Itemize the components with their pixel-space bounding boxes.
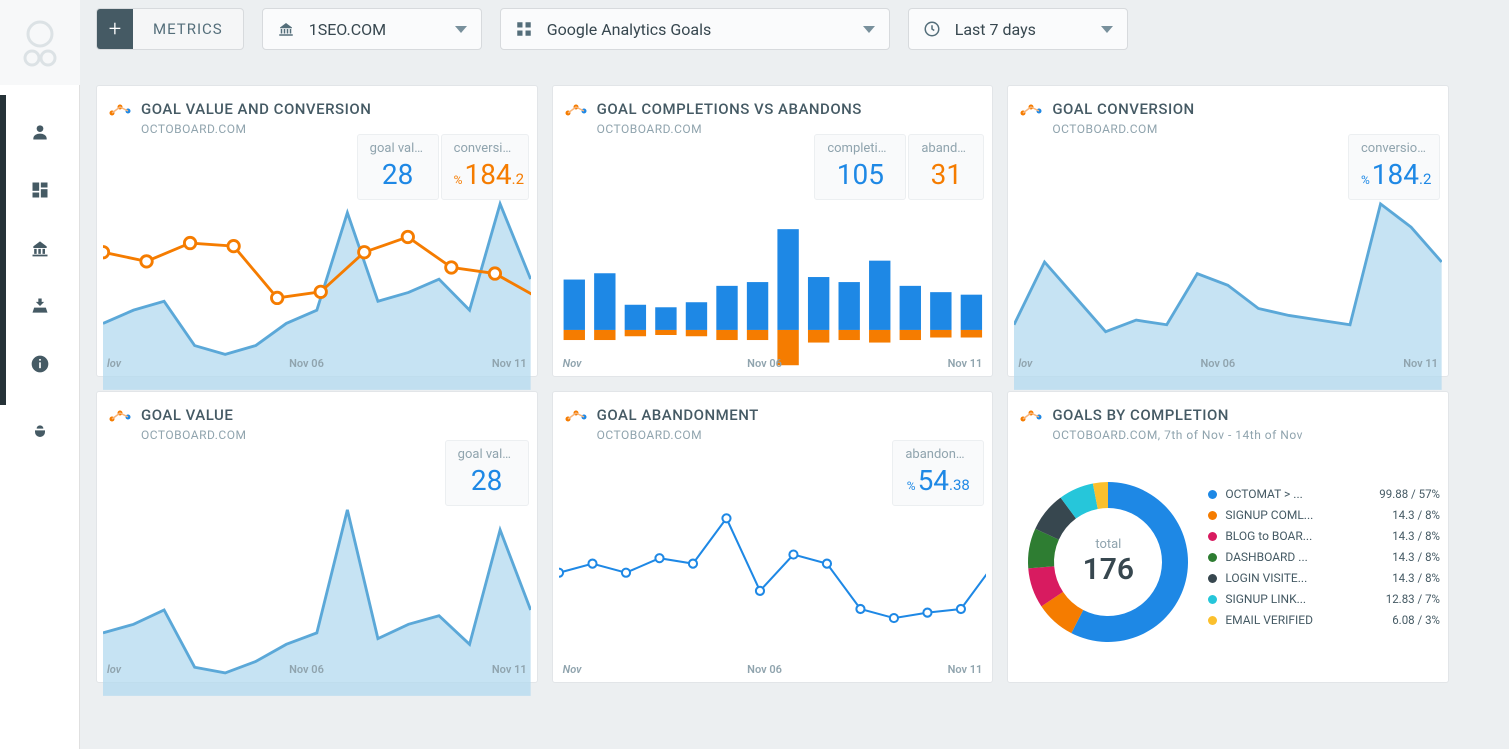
stat-completions: completions 105 <box>814 134 906 200</box>
card-subtitle: OCTOBOARD.COM <box>597 428 759 442</box>
x-axis: NovNov 06Nov 11 <box>563 663 983 676</box>
card-subtitle: OCTOBOARD.COM <box>141 428 246 442</box>
donut-total-label: total <box>1095 537 1121 552</box>
card-title: GOAL VALUE AND CONVERSION <box>141 100 371 118</box>
card-goal-abandonment: GOAL ABANDONMENT OCTOBOARD.COM abandonm.… <box>552 391 994 683</box>
stat-conversion: conversion ... %184.2 <box>441 134 529 200</box>
legend-dot <box>1208 574 1217 583</box>
donut-chart: total 176 <box>1018 472 1198 652</box>
nav-dashboard[interactable] <box>0 161 80 219</box>
stat-conversion: conversion ... %184.2 <box>1348 134 1440 200</box>
legend-name: SIGNUP COML... <box>1225 508 1384 522</box>
site-label: 1SEO.COM <box>309 20 386 39</box>
nav-debug[interactable] <box>0 403 80 461</box>
card-goal-value: GOAL VALUE OCTOBOARD.COM goal value 28 l… <box>96 391 538 683</box>
card-title: GOAL ABANDONMENT <box>597 406 759 424</box>
legend-values: 99.88 / 57% <box>1379 487 1440 501</box>
card-subtitle: OCTOBOARD.COM <box>141 122 371 136</box>
metrics-button[interactable]: + METRICS <box>96 8 244 50</box>
stat-goal-value: goal value 28 <box>445 440 529 506</box>
legend-row: BLOG to BOAR... 14.3 / 8% <box>1208 529 1440 543</box>
legend-values: 14.3 / 8% <box>1392 529 1440 543</box>
card-goals-by-completion: GOALS BY COMPLETION OCTOBOARD.COM, 7th o… <box>1007 391 1449 683</box>
card-grid: GOAL VALUE AND CONVERSION OCTOBOARD.COM … <box>96 85 1449 683</box>
sidebar <box>0 0 80 749</box>
donut-legend: OCTOMAT > ... 99.88 / 57% SIGNUP COML... 14… <box>1208 487 1440 634</box>
stat-goal-value: goal value 28 <box>357 134 439 200</box>
brand-logo <box>0 0 80 85</box>
card-subtitle: OCTOBOARD.COM <box>1052 122 1194 136</box>
card-goal-conversion: GOAL CONVERSION OCTOBOARD.COM conversion… <box>1007 85 1449 377</box>
bank-icon <box>277 20 295 38</box>
legend-row: DASHBOARD ... 14.3 / 8% <box>1208 550 1440 564</box>
legend-name: LOGIN VISITE... <box>1225 571 1384 585</box>
grid-icon <box>515 20 533 38</box>
stat-abandonment: abandonm... %54.38 <box>892 440 984 506</box>
sidebar-active-strip <box>0 95 6 405</box>
source-label: Google Analytics Goals <box>547 20 712 39</box>
legend-values: 12.83 / 7% <box>1386 592 1440 606</box>
legend-values: 14.3 / 8% <box>1392 571 1440 585</box>
metric-icon <box>109 409 131 423</box>
metric-icon <box>1020 409 1042 423</box>
chart-c5 <box>559 482 987 660</box>
x-axis: lovNov 06Nov 11 <box>107 357 527 370</box>
card-title: GOAL COMPLETIONS VS ABANDONS <box>597 100 862 118</box>
chevron-down-icon <box>863 26 875 33</box>
plus-icon: + <box>97 8 133 50</box>
stat-abandons: abandons 31 <box>908 134 984 200</box>
legend-values: 14.3 / 8% <box>1392 508 1440 522</box>
legend-dot <box>1208 490 1217 499</box>
metric-icon <box>1020 103 1042 117</box>
chevron-down-icon <box>455 26 467 33</box>
range-dropdown[interactable]: Last 7 days <box>908 8 1128 50</box>
metric-icon <box>565 409 587 423</box>
legend-values: 6.08 / 3% <box>1392 613 1440 627</box>
card-title: GOALS BY COMPLETION <box>1052 406 1303 424</box>
topbar: + METRICS 1SEO.COM Google Analytics Goal… <box>96 8 1128 50</box>
x-axis: lovNov 06Nov 11 <box>107 663 527 676</box>
clock-icon <box>923 20 941 38</box>
range-label: Last 7 days <box>955 20 1036 39</box>
nav-info[interactable] <box>0 335 80 393</box>
card-title: GOAL VALUE <box>141 406 246 424</box>
metric-icon <box>565 103 587 117</box>
metric-icon <box>109 103 131 117</box>
legend-row: OCTOMAT > ... 99.88 / 57% <box>1208 487 1440 501</box>
legend-name: DASHBOARD ... <box>1225 550 1384 564</box>
card-completions-abandons: GOAL COMPLETIONS VS ABANDONS OCTOBOARD.C… <box>552 85 994 377</box>
card-goal-value-conversion: GOAL VALUE AND CONVERSION OCTOBOARD.COM … <box>96 85 538 377</box>
legend-row: LOGIN VISITE... 14.3 / 8% <box>1208 571 1440 585</box>
legend-name: SIGNUP LINK... <box>1225 592 1377 606</box>
legend-values: 14.3 / 8% <box>1392 550 1440 564</box>
chevron-down-icon <box>1101 26 1113 33</box>
card-title: GOAL CONVERSION <box>1052 100 1194 118</box>
legend-dot <box>1208 553 1217 562</box>
source-dropdown[interactable]: Google Analytics Goals <box>500 8 890 50</box>
nav-profile[interactable] <box>0 103 80 161</box>
nav-integrations[interactable] <box>0 277 80 335</box>
x-axis: NovNov 06Nov 11 <box>563 357 983 370</box>
nav-accounts[interactable] <box>0 219 80 277</box>
legend-dot <box>1208 595 1217 604</box>
legend-row: EMAIL VERIFIED 6.08 / 3% <box>1208 613 1440 627</box>
legend-name: BLOG to BOAR... <box>1225 529 1384 543</box>
legend-row: SIGNUP COML... 14.3 / 8% <box>1208 508 1440 522</box>
legend-dot <box>1208 616 1217 625</box>
legend-row: SIGNUP LINK... 12.83 / 7% <box>1208 592 1440 606</box>
x-axis: lovNov 06Nov 11 <box>1018 357 1438 370</box>
legend-dot <box>1208 511 1217 520</box>
metrics-label: METRICS <box>133 20 243 38</box>
card-subtitle: OCTOBOARD.COM, 7th of Nov - 14th of Nov <box>1052 428 1303 442</box>
legend-name: EMAIL VERIFIED <box>1225 613 1384 627</box>
legend-dot <box>1208 532 1217 541</box>
site-dropdown[interactable]: 1SEO.COM <box>262 8 482 50</box>
donut-total-value: 176 <box>1083 552 1134 587</box>
legend-name: OCTOMAT > ... <box>1225 487 1371 501</box>
